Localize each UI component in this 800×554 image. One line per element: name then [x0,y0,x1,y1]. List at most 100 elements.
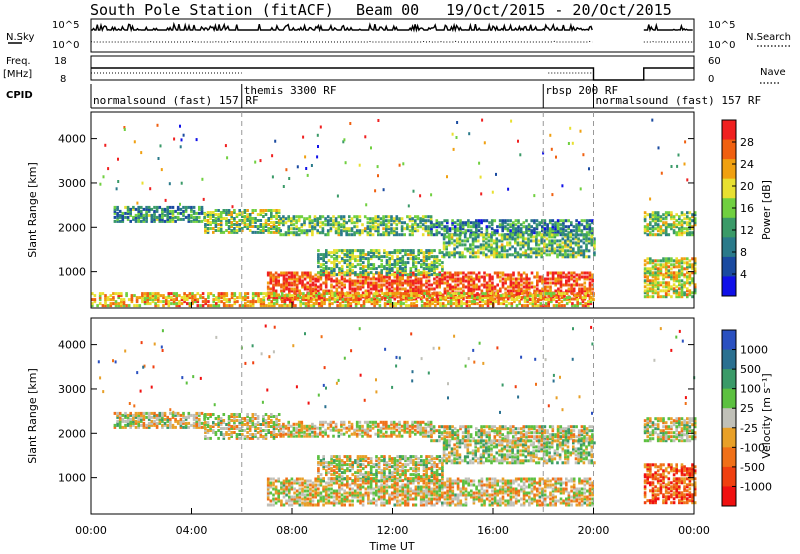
heatmap-cell [317,294,321,298]
heatmap-cell [391,273,394,277]
heatmap-cell [142,411,146,415]
heatmap-cell [296,294,300,298]
heatmap-cell [691,271,694,275]
heatmap-cell [500,239,504,243]
heatmap-cell [372,251,376,255]
heatmap-cell [328,296,331,300]
heatmap-cell [664,273,668,277]
heatmap-cell [172,302,176,306]
heatmap-cell [457,304,461,308]
heatmap-cell [206,229,210,232]
heatmap-cell [207,304,210,308]
heatmap-cell [463,247,467,251]
heatmap-cell [482,251,485,255]
heatmap-cell [287,215,290,219]
heatmap-cell [325,269,328,273]
heatmap-cell [187,411,191,415]
heatmap-cell [380,269,383,273]
heatmap-cell [564,229,568,233]
heatmap-cell [536,271,539,275]
heatmap-cell [467,225,470,229]
heatmap-cell [567,283,571,287]
heatmap-cell [493,285,497,289]
heatmap-cell [593,237,596,241]
heatmap-cell [432,223,436,227]
heatmap-cell [129,423,132,427]
heatmap-cell [511,245,514,249]
heatmap-cell [646,223,649,227]
heatmap-cell [367,257,370,261]
heatmap-cell [219,431,223,434]
heatmap-cell [277,211,281,214]
heatmap-cell [557,295,560,299]
heatmap-cell [132,421,135,425]
heatmap-cell [367,281,370,285]
heatmap-cell [686,227,689,231]
heatmap-cell [233,421,236,424]
heatmap-cell [287,217,290,221]
heatmap-cell [428,302,432,306]
heatmap-cell [512,227,515,231]
heatmap-cell [372,277,375,281]
heatmap-cell [565,289,568,293]
heatmap-cell [512,273,515,277]
heatmap-cell [333,273,336,277]
heatmap-cell [338,255,341,259]
heatmap-cell [510,298,514,302]
heatmap-cell [159,144,162,148]
heatmap-cell [284,426,288,430]
heatmap-cell [295,231,298,235]
heatmap-cell [406,227,409,231]
heatmap-cell [559,231,563,235]
heatmap-cell [422,251,426,255]
heatmap-cell [317,249,320,253]
heatmap-cell [346,251,349,255]
heatmap-cell [393,249,397,253]
heatmap-cell [411,219,414,223]
heatmap-cell [540,241,543,245]
heatmap-cell [267,209,270,212]
heatmap-cell [209,213,212,216]
heatmap-cell [401,267,405,271]
heatmap-cell [533,231,536,235]
heatmap-cell [409,267,413,271]
heatmap-cell [297,219,301,223]
heatmap-cell [468,296,471,300]
heatmap-cell [254,230,257,234]
heatmap-cell [427,257,431,261]
power-heatmap [91,118,697,308]
heatmap-cell [270,433,273,436]
heatmap-cell [321,215,325,219]
heatmap-cell [243,215,247,218]
heatmap-cell [342,223,346,227]
heatmap-cell [238,223,241,226]
heatmap-cell [441,279,444,283]
heatmap-cell [161,215,164,219]
heatmap-cell [364,289,368,293]
heatmap-cell [667,259,671,263]
heatmap-cell [501,229,504,233]
heatmap-cell [428,294,432,298]
heatmap-cell [382,432,385,436]
heatmap-cell [272,415,276,418]
heatmap-cell [480,192,483,196]
heatmap-cell [204,427,207,430]
heatmap-cell [488,225,491,229]
heatmap-cell [129,417,132,421]
heatmap-cell [198,419,201,423]
heatmap-cell [491,281,494,285]
heatmap-cell [158,205,162,209]
heatmap-cell [512,289,515,293]
heatmap-cell [282,432,285,436]
heatmap-cell [554,277,557,281]
heatmap-cell [527,233,530,237]
heatmap-cell [494,294,498,298]
heatmap-cell [445,241,448,245]
heatmap-cell [383,249,386,253]
heatmap-cell [348,249,352,253]
heatmap-cell [501,277,505,281]
heatmap-cell [509,225,512,229]
heatmap-cell [383,255,386,259]
heatmap-cell [433,291,436,295]
heatmap-cell [427,253,431,257]
